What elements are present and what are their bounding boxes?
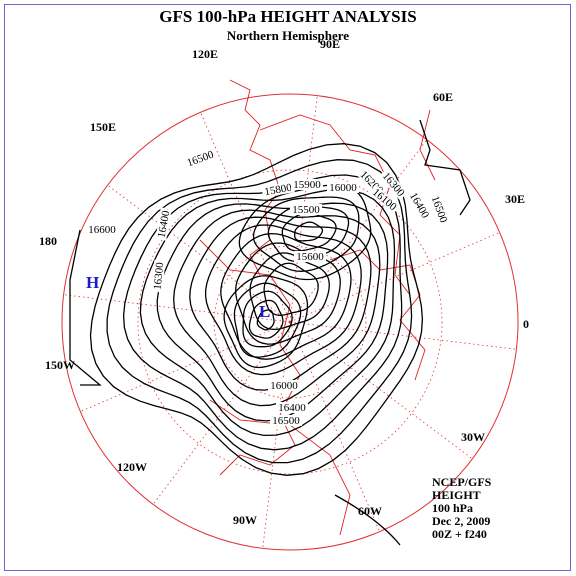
contour	[139, 188, 396, 437]
contour-label-bg	[406, 188, 433, 222]
meridian	[63, 294, 291, 323]
contour	[189, 216, 372, 391]
contour-label-bg	[379, 168, 409, 201]
longitude-label: 0	[523, 317, 529, 331]
meridian	[289, 232, 500, 323]
contour-label-bg	[368, 184, 401, 214]
info-line: HEIGHT	[432, 488, 481, 502]
longitude-label: 30E	[505, 192, 525, 206]
meridian	[289, 321, 473, 460]
contour	[233, 282, 302, 358]
longitude-label: 120W	[117, 460, 147, 474]
contour-label-bg	[155, 207, 172, 241]
high-center: H	[86, 273, 99, 292]
coastline	[209, 399, 351, 536]
contour-label: 16000	[270, 380, 298, 392]
contour-label: 16400	[156, 209, 173, 239]
meridian	[80, 321, 291, 412]
contour-label: 15600	[296, 251, 324, 263]
longitude-label: 150W	[45, 358, 75, 372]
longitude-label: 120E	[192, 47, 218, 61]
contour-label-bg	[276, 402, 308, 413]
contour-label: 15800	[264, 182, 294, 199]
contour-label-bg	[294, 251, 326, 262]
contour	[235, 242, 341, 345]
contour-label-bg	[428, 192, 451, 227]
contour	[294, 221, 324, 242]
contour-label-bg	[86, 224, 118, 235]
contour	[204, 224, 362, 376]
low-center: L	[259, 302, 270, 321]
info-line: NCEP/GFS	[432, 475, 492, 489]
meridian	[289, 321, 517, 350]
contour-label-bg	[291, 179, 323, 190]
meridian	[200, 112, 291, 323]
contour-label-bg	[268, 380, 300, 391]
contour-label-bg	[327, 182, 359, 193]
contour-label-bg	[151, 259, 166, 293]
contour-label: 16000	[329, 182, 357, 194]
longitude-label: 60W	[358, 504, 382, 518]
contour	[223, 275, 309, 369]
meridian	[289, 321, 380, 532]
longitude-label: 30W	[461, 430, 485, 444]
coastline	[259, 114, 411, 296]
coastline	[419, 109, 436, 181]
contour	[252, 196, 360, 272]
parallel	[213, 245, 367, 399]
longitude-label: 90E	[320, 37, 340, 51]
contour	[106, 159, 413, 464]
longitude-label: 180	[39, 234, 57, 248]
longitude-label: 90W	[233, 513, 257, 527]
contour	[173, 209, 381, 407]
longitude-label: 150E	[90, 120, 116, 134]
contour-label: 16300	[152, 261, 166, 290]
contour	[69, 229, 102, 386]
info-line: 100 hPa	[432, 501, 473, 515]
frame	[4, 4, 571, 571]
contour	[220, 232, 352, 360]
contour	[89, 143, 424, 476]
contour-label: 16600	[88, 224, 116, 236]
contour	[334, 494, 401, 546]
contours	[69, 119, 471, 546]
info-line: 00Z + f240	[432, 527, 487, 541]
meridian	[152, 321, 291, 505]
contour	[242, 290, 293, 348]
meridian	[107, 184, 291, 323]
subtitle: Northern Hemisphere	[227, 28, 349, 43]
contour	[256, 309, 275, 331]
contour	[248, 299, 284, 339]
contour-label: 15500	[292, 204, 320, 216]
contour-label-bg	[183, 147, 218, 170]
contour-label-bg	[270, 415, 302, 426]
map-boundary	[61, 93, 519, 551]
title: GFS 100-hPa HEIGHT ANALYSIS	[159, 7, 416, 26]
parallel	[137, 169, 443, 475]
contour-label: 16500	[272, 415, 300, 427]
contour-label: 16400	[278, 402, 306, 414]
info-line: Dec 2, 2009	[432, 514, 490, 528]
contour	[419, 119, 471, 216]
longitude-label: 60E	[433, 90, 453, 104]
contour-label-bg	[261, 181, 295, 198]
contour-label-bg	[290, 204, 322, 215]
coastline	[229, 79, 281, 276]
contour-label: 15900	[293, 179, 321, 191]
